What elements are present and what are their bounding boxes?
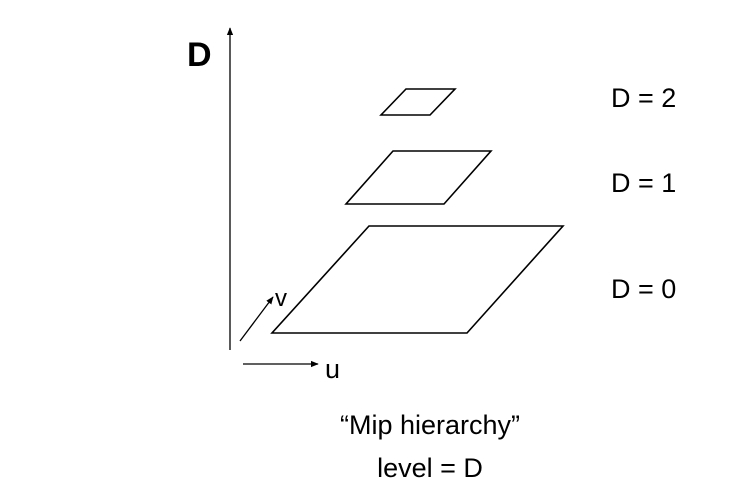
- mip-level-2-plane: [379, 88, 457, 116]
- d-axis-label: D: [187, 36, 212, 74]
- level-2-label: D = 2: [611, 83, 677, 113]
- mip-level-0-plane: [270, 225, 565, 334]
- level-1-label: D = 1: [611, 168, 677, 198]
- v-axis-label: v: [275, 285, 287, 312]
- mip-level-1-plane: [344, 150, 493, 205]
- u-axis-label: u: [325, 354, 341, 384]
- v-axis-line: [239, 296, 274, 342]
- caption-title: “Mip hierarchy”: [339, 410, 521, 440]
- caption-subtitle: level = D: [377, 453, 483, 483]
- level-0-label: D = 0: [611, 274, 677, 304]
